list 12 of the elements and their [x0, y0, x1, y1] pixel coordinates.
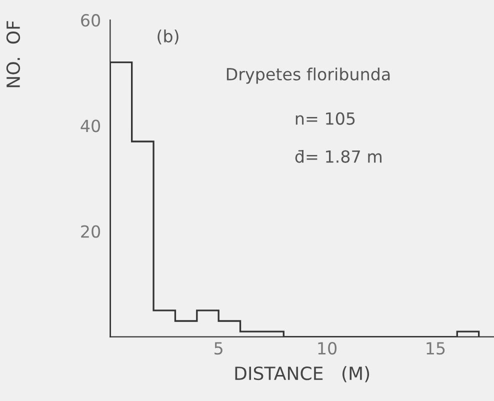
y-axis-title: NO. OF [6, 21, 20, 88]
x-tick-label: 5 [214, 342, 222, 355]
annotation: (b) [158, 30, 178, 44]
y-tick-label: 60 [81, 14, 100, 27]
x-axis-title: DISTANCE (M) [235, 366, 370, 382]
annotation: Drypetes floribunda [226, 68, 390, 84]
x-tick-label: 10 [318, 342, 337, 355]
x-tick-label: 15 [426, 342, 445, 355]
y-tick-label: 40 [80, 120, 100, 132]
annotation: n= 105 [296, 112, 355, 125]
annotation: d̄= 1.87 m [295, 150, 382, 163]
y-tick-label: 20 [81, 225, 100, 238]
